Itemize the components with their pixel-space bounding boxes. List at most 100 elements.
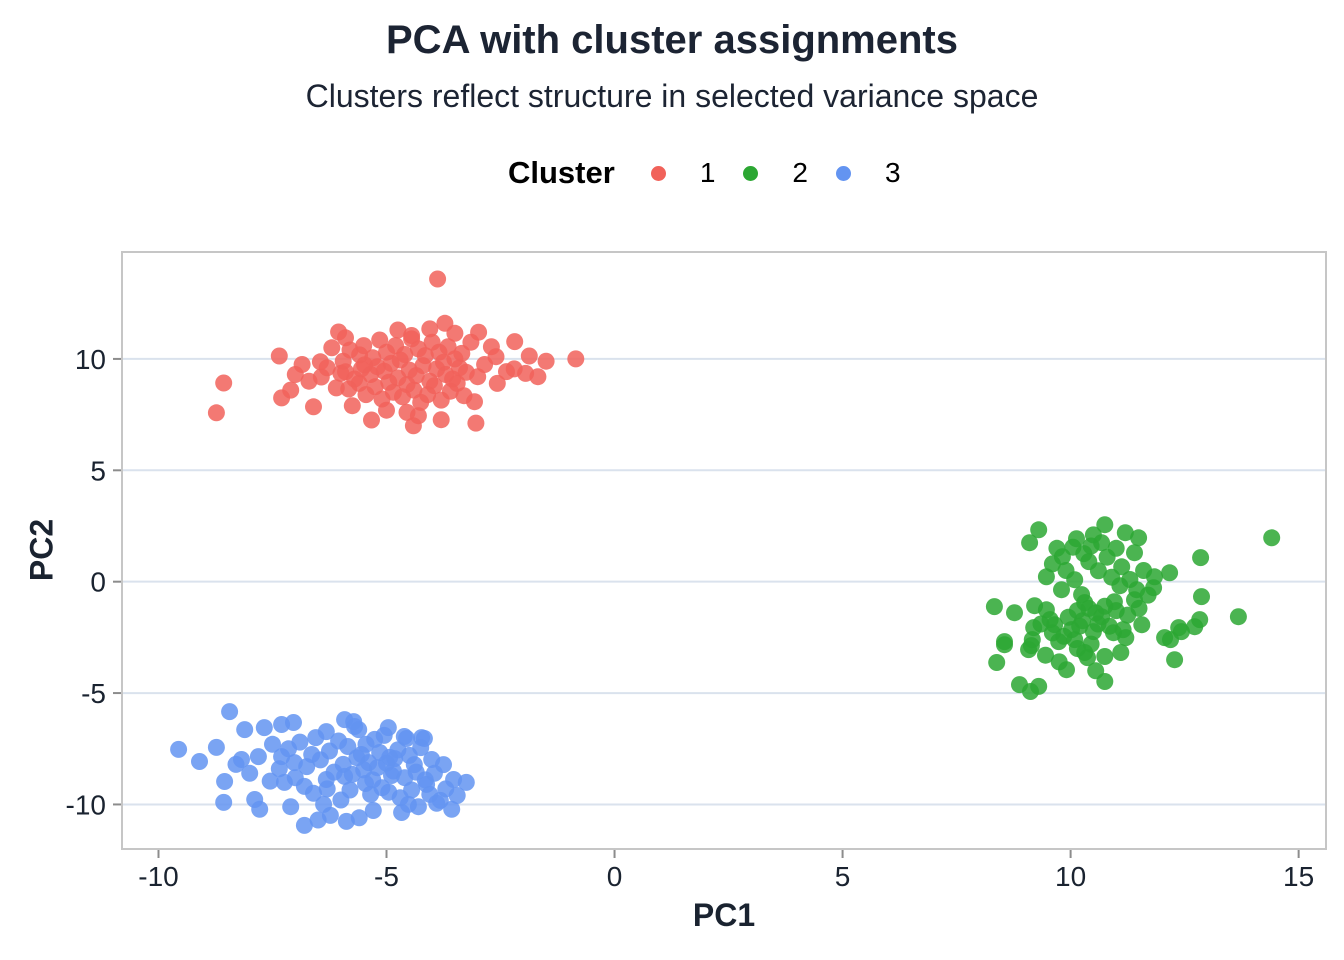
legend-item-3: 3 <box>835 157 901 189</box>
point-cluster-3 <box>337 812 355 830</box>
point-cluster-2 <box>1192 549 1210 567</box>
y-tick-label-10: 10 <box>75 344 106 375</box>
point-cluster-2 <box>1053 581 1070 599</box>
point-cluster-1 <box>416 347 434 365</box>
point-cluster-1 <box>429 270 447 288</box>
point-cluster-2 <box>1121 571 1139 588</box>
point-cluster-2 <box>985 598 1003 616</box>
point-cluster-2 <box>1030 521 1048 539</box>
point-cluster-1 <box>396 346 414 363</box>
point-cluster-3 <box>318 780 336 798</box>
point-cluster-2 <box>996 636 1013 654</box>
point-cluster-2 <box>1130 529 1148 547</box>
point-cluster-3 <box>443 800 461 818</box>
point-cluster-1 <box>363 411 380 429</box>
legend-item-label: 1 <box>699 157 716 188</box>
point-cluster-3 <box>170 740 188 758</box>
point-cluster-2 <box>1135 562 1153 579</box>
point-cluster-2 <box>1080 553 1098 571</box>
point-cluster-1 <box>467 414 485 432</box>
point-cluster-2 <box>1032 615 1050 633</box>
point-cluster-3 <box>403 781 421 799</box>
point-cluster-2 <box>1082 537 1100 555</box>
point-cluster-3 <box>375 726 393 744</box>
point-cluster-3 <box>315 795 333 813</box>
point-cluster-2 <box>1087 662 1105 680</box>
point-cluster-3 <box>412 739 430 757</box>
y-tick-label--10: -10 <box>66 789 106 820</box>
point-cluster-2 <box>1126 544 1143 562</box>
y-tick-label--5: -5 <box>81 678 106 709</box>
point-cluster-3 <box>221 703 239 721</box>
point-cluster-2 <box>1096 516 1114 534</box>
point-cluster-1 <box>488 374 506 392</box>
point-cluster-2 <box>1263 529 1281 547</box>
point-cluster-1 <box>343 397 361 415</box>
legend-swatch-icon <box>835 165 851 181</box>
point-cluster-3 <box>227 755 245 773</box>
point-cluster-1 <box>455 387 473 405</box>
x-tick-label-0: 0 <box>607 861 623 892</box>
point-cluster-3 <box>309 811 327 829</box>
point-cluster-3 <box>286 769 304 787</box>
point-cluster-3 <box>216 773 234 790</box>
point-cluster-1 <box>421 320 439 338</box>
point-cluster-1 <box>300 372 318 390</box>
legend-title: Cluster <box>508 155 615 190</box>
point-cluster-2 <box>1082 635 1100 653</box>
panel-border <box>121 251 1327 850</box>
point-cluster-1 <box>355 337 373 355</box>
legend-item-label: 2 <box>792 157 808 188</box>
point-cluster-2 <box>1068 640 1086 657</box>
chart-title: PCA with cluster assignments <box>386 18 958 62</box>
point-cluster-3 <box>207 738 225 756</box>
point-cluster-2 <box>1114 621 1132 639</box>
point-cluster-2 <box>1059 608 1077 626</box>
point-cluster-2 <box>1037 568 1055 586</box>
point-cluster-2 <box>1229 608 1247 626</box>
x-tick-label-5: 5 <box>835 861 851 892</box>
point-cluster-3 <box>264 735 281 753</box>
point-cluster-1 <box>337 329 354 347</box>
point-cluster-2 <box>1006 604 1023 622</box>
x-tick-label-10: 10 <box>1055 861 1086 892</box>
point-cluster-2 <box>1037 646 1054 664</box>
point-cluster-3 <box>448 787 466 804</box>
point-cluster-2 <box>1064 538 1082 556</box>
point-cluster-1 <box>389 321 407 339</box>
point-cluster-2 <box>1112 644 1130 661</box>
legend-swatch-icon <box>650 165 666 181</box>
legend-swatch-icon <box>743 165 759 181</box>
point-cluster-1 <box>318 359 336 377</box>
point-cluster-2 <box>1166 651 1184 669</box>
point-cluster-1 <box>462 333 480 351</box>
point-cluster-1 <box>207 404 225 422</box>
point-cluster-3 <box>282 798 300 816</box>
point-cluster-1 <box>506 333 524 351</box>
point-cluster-3 <box>291 733 309 751</box>
point-cluster-1 <box>409 407 427 425</box>
point-cluster-1 <box>215 374 233 392</box>
x-tick-label--10: -10 <box>138 861 178 892</box>
point-cluster-2 <box>1030 677 1048 695</box>
point-cluster-3 <box>350 809 368 827</box>
point-cluster-2 <box>1096 648 1114 665</box>
chart-subtitle: Clusters reflect structure in selected v… <box>305 78 1039 114</box>
point-cluster-1 <box>305 398 322 416</box>
point-cluster-2 <box>1021 534 1039 552</box>
point-cluster-3 <box>393 804 411 821</box>
point-cluster-1 <box>446 324 464 342</box>
point-cluster-3 <box>409 798 427 816</box>
legend-item-1: 1 <box>650 157 716 189</box>
point-cluster-3 <box>236 721 254 739</box>
x-tick-label-15: 15 <box>1283 861 1314 892</box>
point-cluster-2 <box>988 654 1006 671</box>
point-cluster-3 <box>270 760 288 778</box>
point-cluster-2 <box>1071 617 1089 635</box>
point-cluster-2 <box>1050 653 1068 671</box>
point-cluster-1 <box>520 347 538 365</box>
point-cluster-2 <box>1043 555 1061 573</box>
point-cluster-1 <box>327 379 345 397</box>
